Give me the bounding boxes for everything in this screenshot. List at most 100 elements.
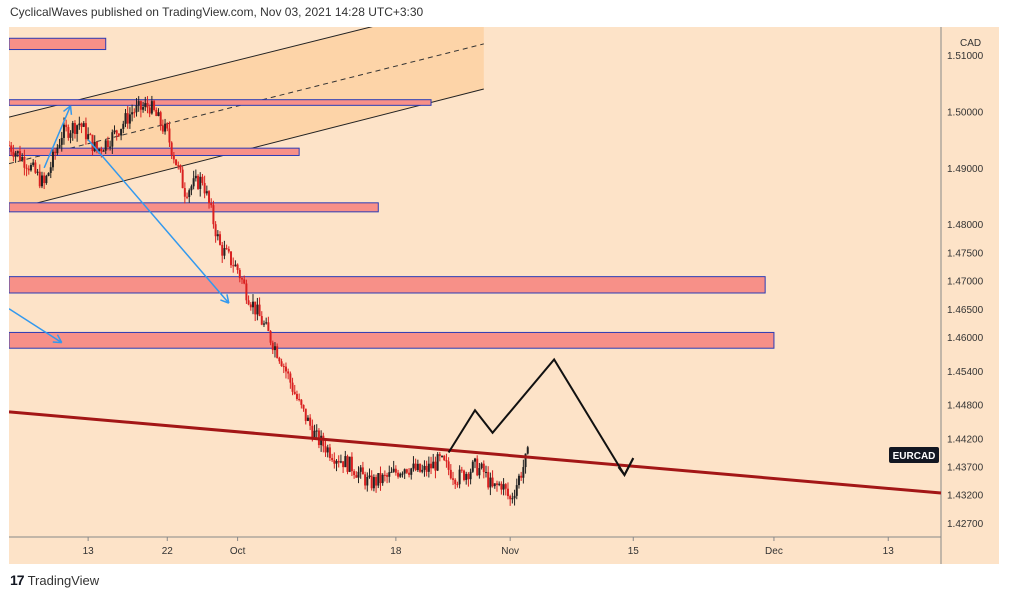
arrow-1 — [87, 139, 230, 304]
candle — [21, 153, 24, 162]
candle-body — [254, 301, 257, 315]
price-tick-label: 1.44200 — [947, 434, 984, 445]
candle — [306, 415, 309, 422]
candle — [394, 465, 397, 476]
candle-body — [357, 471, 360, 478]
candle — [436, 452, 439, 472]
candle-body — [260, 316, 263, 325]
candle — [225, 244, 228, 250]
candle — [438, 451, 441, 462]
candle — [40, 171, 43, 189]
candle — [58, 139, 61, 149]
candle-body — [87, 134, 90, 140]
candle-body — [458, 469, 461, 485]
candle — [333, 452, 336, 469]
time-tick-label: Nov — [501, 546, 519, 557]
candle — [47, 172, 50, 177]
candle-body — [436, 454, 439, 471]
candle — [344, 450, 347, 468]
candle-body — [78, 123, 81, 126]
candle-body — [161, 125, 164, 132]
candle-body — [51, 151, 54, 168]
candle-body — [214, 224, 217, 237]
price-chart[interactable]: 1.51000 1.50000 1.49000 1.48000 1.47500 1.470… — [8, 0, 999, 564]
candle — [166, 122, 169, 132]
candle — [43, 172, 46, 190]
candle-body — [370, 475, 373, 489]
candle-body — [102, 150, 105, 152]
time-tick-label: 13 — [83, 546, 95, 557]
candle-body — [12, 151, 15, 157]
candle — [25, 164, 28, 177]
candle — [401, 471, 404, 478]
candle — [23, 149, 26, 176]
candle-body — [526, 447, 529, 454]
price-tick-label: 1.48000 — [947, 220, 984, 231]
candle — [247, 295, 250, 306]
price-tick-label: 1.50000 — [947, 108, 984, 119]
candle-body — [375, 477, 378, 486]
candle-body — [82, 123, 85, 127]
candle-body — [25, 167, 28, 169]
candle-body — [225, 248, 228, 250]
candle — [506, 482, 509, 500]
candle-body — [120, 128, 123, 136]
candle-body — [298, 398, 301, 400]
candle — [106, 136, 109, 151]
candle — [515, 478, 518, 500]
candle — [150, 95, 153, 115]
candle — [153, 99, 156, 112]
candle-body — [484, 471, 487, 473]
candle — [82, 121, 85, 128]
candle-body — [126, 113, 129, 124]
candle-body — [73, 123, 76, 134]
candle — [251, 294, 254, 315]
candle-body — [36, 171, 39, 173]
candle-body — [361, 467, 364, 475]
candle-body — [513, 495, 516, 499]
candle — [443, 454, 446, 462]
candle — [350, 452, 353, 476]
candle — [128, 107, 131, 129]
footer-brand: TradingView — [27, 572, 100, 588]
candle-body — [227, 249, 230, 252]
time-tick-label: 22 — [162, 546, 174, 557]
candle — [230, 251, 233, 268]
candle — [282, 363, 285, 374]
candle — [291, 377, 294, 396]
candle — [434, 456, 437, 479]
candle — [102, 149, 105, 152]
zone-2 — [8, 147, 300, 156]
candle-body — [306, 417, 309, 421]
candle-body — [232, 265, 235, 267]
candle-body — [487, 471, 490, 488]
candle-body — [181, 169, 184, 189]
candle — [223, 240, 226, 260]
candle — [372, 474, 375, 492]
candle — [364, 471, 367, 490]
candle — [175, 159, 178, 166]
candle-body — [190, 186, 193, 191]
candle — [214, 221, 217, 243]
candle-body — [54, 151, 57, 154]
symbol-badge-label: EURCAD — [893, 451, 936, 462]
candle — [56, 144, 59, 156]
candle — [69, 130, 72, 144]
candle — [227, 246, 230, 254]
candle-body — [379, 473, 382, 484]
candle — [197, 174, 200, 191]
candle — [430, 456, 433, 475]
candle — [469, 468, 472, 485]
candle — [408, 468, 411, 478]
candle — [322, 432, 325, 453]
candle-body — [456, 484, 459, 486]
candle-body — [460, 469, 463, 471]
chart-frame[interactable]: 1.51000 1.50000 1.49000 1.48000 1.47500 1.470… — [8, 0, 999, 564]
candle — [377, 473, 380, 489]
candle-body — [153, 101, 156, 110]
candle-body — [115, 130, 118, 134]
candle — [427, 456, 430, 478]
candle — [449, 464, 452, 480]
candle-body — [69, 133, 72, 138]
candle — [199, 172, 202, 197]
